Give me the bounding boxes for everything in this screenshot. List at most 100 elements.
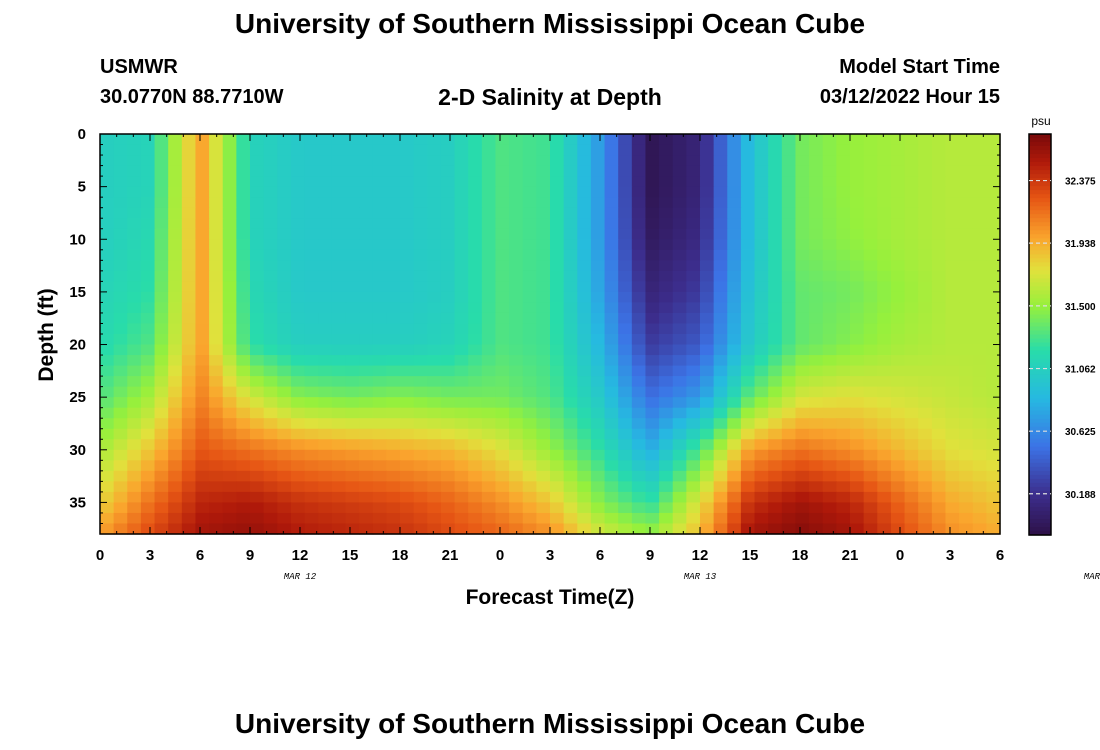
heatmap-cell (877, 260, 892, 272)
heatmap-cell (863, 481, 878, 493)
heatmap-cell (290, 302, 306, 314)
heatmap-cell (822, 344, 837, 356)
heatmap-cell (550, 155, 565, 167)
heatmap-cell (631, 144, 647, 156)
heatmap-cell (359, 502, 374, 514)
heatmap-cell (604, 397, 619, 409)
heatmap-cell (209, 144, 224, 156)
heatmap-cell (686, 481, 701, 493)
heatmap-cell (372, 134, 387, 146)
colorbar-segment (1029, 510, 1051, 516)
heatmap-cell (959, 323, 974, 335)
heatmap-cell (795, 439, 810, 451)
heatmap-cell (781, 449, 797, 461)
heatmap-cell (386, 207, 401, 219)
heatmap-cell (359, 312, 374, 325)
heatmap-cell (740, 512, 756, 525)
heatmap-cell (427, 270, 442, 282)
heatmap-cell (918, 523, 933, 535)
heatmap-cell (959, 355, 974, 367)
heatmap-cell (700, 460, 715, 472)
heatmap-cell (509, 260, 524, 272)
heatmap-cell (400, 302, 415, 314)
heatmap-cell (290, 134, 306, 146)
heatmap-cell (904, 323, 919, 335)
heatmap-cell (522, 355, 537, 367)
colorbar-segment (1029, 250, 1051, 255)
heatmap-cell (209, 260, 224, 272)
heatmap-cell (713, 312, 728, 325)
heatmap-cell (768, 312, 783, 325)
heatmap-cell (345, 144, 360, 156)
heatmap-cell (222, 302, 237, 314)
heatmap-cell (904, 155, 919, 167)
heatmap-cell (509, 491, 524, 504)
heatmap-cell (563, 439, 578, 451)
heatmap-cell (618, 249, 633, 261)
heatmap-cell (727, 334, 742, 346)
heatmap-cell (250, 344, 265, 356)
heatmap-cell (645, 281, 660, 293)
heatmap-cell (536, 281, 551, 293)
heatmap-cell (781, 270, 797, 282)
heatmap-cell (209, 270, 224, 282)
heatmap-cell (754, 239, 769, 251)
heatmap-cell (972, 439, 987, 451)
heatmap-cell (536, 270, 551, 282)
colorbar-segment (1029, 226, 1051, 231)
colorbar-segment (1029, 506, 1051, 512)
heatmap-cell (890, 281, 906, 293)
heatmap-cell (590, 386, 606, 398)
heatmap-cell (618, 407, 633, 419)
heatmap-cell (481, 260, 497, 272)
heatmap-cell (290, 323, 306, 335)
heatmap-cell (372, 439, 387, 451)
heatmap-cell (863, 281, 878, 293)
heatmap-cell (290, 407, 306, 419)
heatmap-cell (768, 397, 783, 409)
heatmap-cell (481, 312, 497, 325)
heatmap-cell (945, 302, 960, 314)
heatmap-cell (809, 418, 824, 430)
heatmap-cell (659, 186, 674, 198)
heatmap-cell (495, 312, 510, 325)
heatmap-cell (509, 186, 524, 198)
colorbar-segment (1029, 498, 1051, 504)
heatmap-cell (359, 512, 374, 525)
heatmap-cell (100, 186, 115, 198)
heatmap-cell (427, 418, 442, 430)
heatmap-cell (440, 491, 456, 504)
heatmap-cell (604, 134, 619, 146)
heatmap-cell (645, 134, 660, 146)
heatmap-cell (181, 134, 197, 146)
heatmap-cell (836, 312, 851, 325)
heatmap-cell (713, 344, 728, 356)
heatmap-cell (154, 428, 169, 440)
heatmap-cell (972, 491, 987, 504)
heatmap-cell (590, 302, 606, 314)
heatmap-cell (713, 355, 728, 367)
heatmap-cell (181, 334, 197, 346)
heatmap-cell (768, 249, 783, 261)
heatmap-cell (522, 155, 537, 167)
heatmap-cell (945, 207, 960, 219)
heatmap-cell (740, 281, 756, 293)
heatmap-cell (809, 165, 824, 177)
heatmap-cell (590, 439, 606, 451)
heatmap-cell (413, 218, 428, 230)
heatmap-cell (154, 365, 169, 377)
model-start-time: 03/12/2022 Hour 15 (819, 86, 1000, 108)
heatmap-cell (154, 197, 169, 209)
heatmap-cell (945, 481, 960, 493)
heatmap-cell (100, 376, 115, 388)
heatmap-cell (454, 386, 469, 398)
heatmap-cell (209, 176, 224, 188)
heatmap-cell (345, 186, 360, 198)
heatmap-cell (972, 386, 987, 398)
heatmap-cell (672, 260, 687, 272)
heatmap-cell (318, 344, 333, 356)
heatmap-cell (659, 228, 674, 240)
heatmap-cell (959, 312, 974, 325)
heatmap-cell (781, 239, 797, 251)
heatmap-cell (700, 197, 715, 209)
